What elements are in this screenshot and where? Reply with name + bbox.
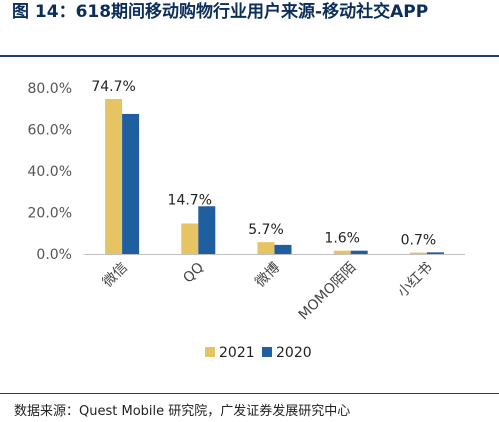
chart-title: 图 14：618期间移动购物行业用户来源-移动社交APP bbox=[12, 2, 429, 22]
data-label: 5.7% bbox=[248, 222, 284, 238]
bar-2021-0 bbox=[105, 98, 123, 254]
y-tick-label: 20.0% bbox=[28, 206, 72, 222]
bar-2021-2 bbox=[257, 242, 275, 254]
y-tick-label: 60.0% bbox=[28, 123, 72, 139]
legend: 2021 2020 bbox=[205, 345, 312, 361]
y-axis: 0.0% 20.0% 40.0% 60.0% 80.0% bbox=[28, 81, 72, 263]
data-label: 74.7% bbox=[91, 79, 135, 95]
legend-label-2021: 2021 bbox=[219, 345, 255, 361]
data-label: 14.7% bbox=[168, 192, 212, 208]
legend-label-2020: 2020 bbox=[276, 345, 312, 361]
bar-2020-2 bbox=[274, 244, 292, 254]
bar-2020-0 bbox=[122, 113, 140, 254]
x-axis: 微信 QQ 微博 MOMO陌陌 小红书 bbox=[84, 254, 465, 324]
x-tick-label: QQ bbox=[180, 260, 207, 287]
data-labels: 74.7% 14.7% 5.7% 1.6% 0.7% bbox=[91, 79, 436, 249]
x-tick-label: 小红书 bbox=[395, 260, 436, 301]
bar-2020-3 bbox=[350, 250, 368, 254]
bar-2021-3 bbox=[333, 250, 351, 254]
y-tick-label: 0.0% bbox=[36, 247, 72, 263]
y-tick-label: 80.0% bbox=[28, 81, 72, 97]
x-tick-label: MOMO陌陌 bbox=[296, 260, 360, 324]
source-divider bbox=[0, 393, 499, 394]
x-tick-label: 微信 bbox=[100, 260, 131, 291]
title-divider bbox=[0, 55, 499, 57]
bars bbox=[105, 98, 444, 254]
bar-2021-1 bbox=[181, 223, 199, 254]
bar-chart: 0.0% 20.0% 40.0% 60.0% 80.0% 74.7% 14.7% 5.7% 1… bbox=[28, 79, 465, 361]
bar-2021-4 bbox=[409, 252, 427, 254]
data-label: 1.6% bbox=[324, 231, 360, 247]
legend-swatch-2021 bbox=[205, 347, 215, 357]
legend-swatch-2020 bbox=[262, 347, 272, 357]
data-label: 0.7% bbox=[401, 233, 437, 249]
y-tick-label: 40.0% bbox=[28, 164, 72, 180]
bar-2020-1 bbox=[198, 206, 216, 254]
bar-2020-4 bbox=[426, 252, 444, 254]
source-note: 数据来源：Quest Mobile 研究院，广发证券发展研究中心 bbox=[14, 404, 351, 419]
x-tick-label: 微博 bbox=[252, 259, 284, 291]
